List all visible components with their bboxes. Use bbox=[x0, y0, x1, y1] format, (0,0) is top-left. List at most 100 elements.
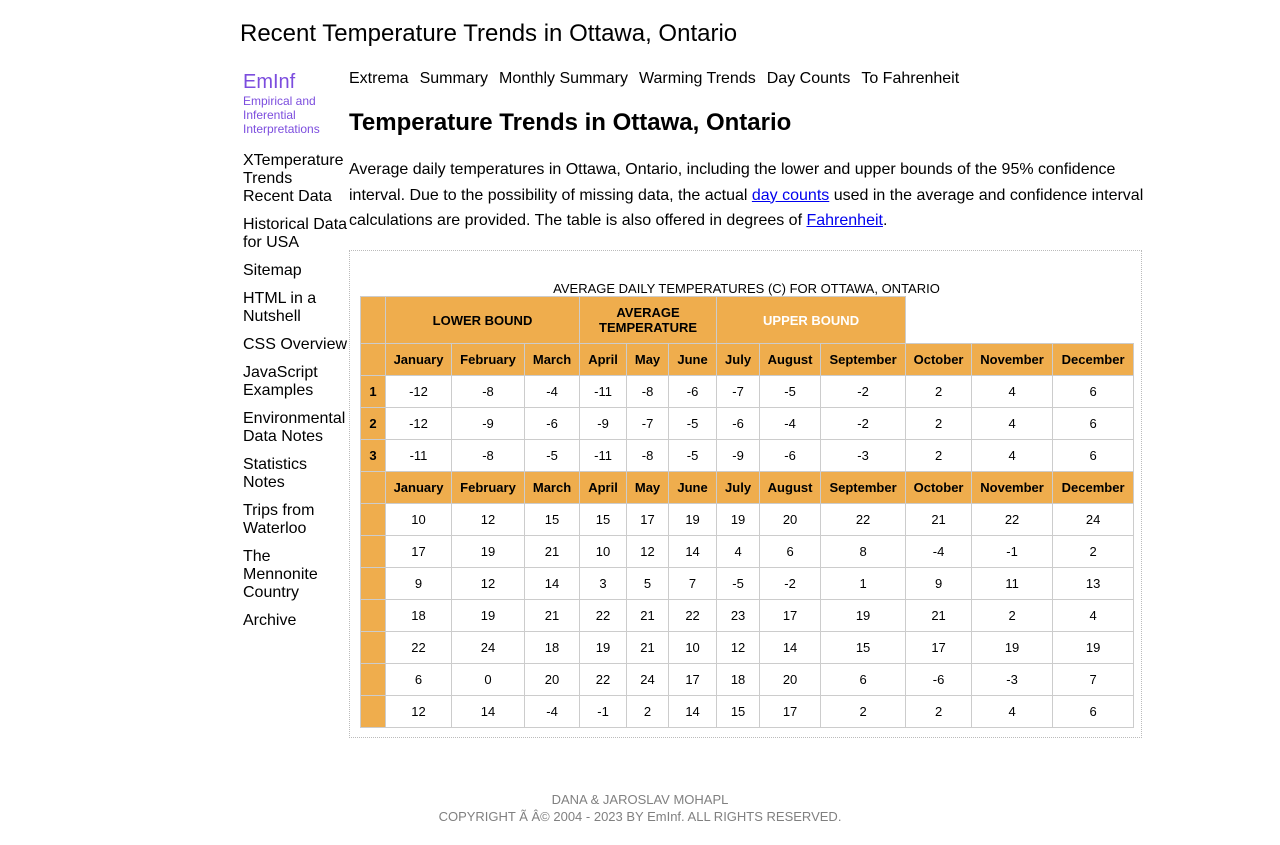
table-cell: 19 bbox=[1052, 631, 1135, 664]
table-cell: 2 bbox=[1052, 535, 1135, 568]
row-label bbox=[360, 535, 386, 568]
month-header-july: July bbox=[716, 343, 761, 376]
intro-paragraph: Average daily temperatures in Ottawa, On… bbox=[349, 157, 1149, 234]
page-heading: Temperature Trends in Ottawa, Ontario bbox=[349, 109, 792, 136]
sidebar-item-html-nutshell[interactable]: HTML in a Nutshell bbox=[243, 290, 317, 325]
table-cell: 19 bbox=[451, 535, 525, 568]
table-cell: 17 bbox=[385, 535, 452, 568]
month-header-august: August bbox=[759, 343, 822, 376]
sidebar-item-environmental-notes[interactable]: Environmental Data Notes bbox=[243, 410, 346, 445]
table-cell: -6 bbox=[759, 439, 822, 472]
table-cell: 2 bbox=[971, 599, 1054, 632]
table-cell: 14 bbox=[523, 567, 581, 600]
table-cell: -6 bbox=[523, 407, 581, 440]
table-cell: -5 bbox=[523, 439, 581, 472]
table-cell: 6 bbox=[1052, 695, 1135, 728]
month-header-december: December bbox=[1052, 343, 1135, 376]
table-cell: -4 bbox=[905, 535, 973, 568]
month-header-row: January February March April May June July Augu… bbox=[360, 471, 1135, 504]
table-cell: 2 bbox=[905, 375, 973, 408]
topnav-warming-trends[interactable]: Warming Trends bbox=[638, 70, 756, 87]
footer-authors: DANA & JAROSLAV MOHAPL bbox=[551, 792, 729, 807]
table-cell: 13 bbox=[1052, 567, 1135, 600]
sidebar-item-statistics-notes[interactable]: Statistics Notes bbox=[243, 456, 308, 491]
table-row: 2 -12 -9 -6 -9 -7 -5 -6 -4 -2 2 4 6 bbox=[360, 407, 1135, 440]
sidebar-item-trips-waterloo[interactable]: Trips from Waterloo bbox=[243, 502, 315, 537]
month-header-january: January bbox=[385, 343, 452, 376]
table-cell: 19 bbox=[971, 631, 1054, 664]
month-header-november: November bbox=[971, 471, 1054, 504]
table-cell: -5 bbox=[716, 567, 761, 600]
brand-logo-link[interactable]: EmInf bbox=[243, 71, 296, 93]
row-label: 2 bbox=[360, 407, 386, 440]
table-cell: 2 bbox=[905, 407, 973, 440]
month-header-may: May bbox=[626, 471, 670, 504]
table-cell: -1 bbox=[579, 695, 628, 728]
table-cell: 17 bbox=[759, 695, 822, 728]
band-empty bbox=[905, 296, 1134, 344]
sidebar-item-recent-data[interactable]: Recent Data bbox=[243, 188, 332, 205]
table-cell: 19 bbox=[716, 503, 761, 536]
table-cell: 21 bbox=[626, 631, 670, 664]
sidebar-item-mennonite-country[interactable]: The Mennonite Country bbox=[243, 548, 318, 601]
table-cell: -4 bbox=[523, 375, 581, 408]
topnav-summary[interactable]: Summary bbox=[419, 70, 489, 87]
table-cell: -9 bbox=[451, 407, 525, 440]
month-header-february: February bbox=[451, 471, 525, 504]
table-cell: 17 bbox=[759, 599, 822, 632]
table-cell: 22 bbox=[971, 503, 1054, 536]
table-cell: 2 bbox=[626, 695, 670, 728]
band-average-temperature: AVERAGE TEMPERATURE bbox=[579, 296, 718, 344]
table-row: 12 14 -4 -1 2 14 15 17 2 2 4 6 bbox=[360, 695, 1135, 728]
topnav-extrema[interactable]: Extrema bbox=[349, 70, 409, 87]
sidebar-item-historical-data[interactable]: Historical Data for USA bbox=[243, 216, 348, 251]
table-cell: 19 bbox=[668, 503, 718, 536]
sidebar-item-javascript-examples[interactable]: JavaScript Examples bbox=[243, 364, 318, 399]
day-counts-link[interactable]: day counts bbox=[751, 186, 830, 204]
table-row: 9 12 14 3 5 7 -5 -2 1 9 11 13 bbox=[360, 567, 1135, 600]
table-cell: 22 bbox=[668, 599, 718, 632]
row-label: 3 bbox=[360, 439, 386, 472]
table-cell: -8 bbox=[451, 439, 525, 472]
table-cell: -1 bbox=[971, 535, 1054, 568]
table-cell: -9 bbox=[716, 439, 761, 472]
sidebar-item-css-overview[interactable]: CSS Overview bbox=[243, 336, 348, 353]
table-cell: -4 bbox=[523, 695, 581, 728]
table-cell: 12 bbox=[451, 503, 525, 536]
topnav-monthly-summary[interactable]: Monthly Summary bbox=[499, 70, 628, 87]
table-cell: 24 bbox=[626, 663, 670, 696]
month-header-april: April bbox=[579, 471, 628, 504]
month-header-april: April bbox=[579, 343, 628, 376]
table-cell: 14 bbox=[451, 695, 525, 728]
table-cell: -3 bbox=[971, 663, 1054, 696]
table-body-b: January February March April May June July Augu… bbox=[360, 471, 1135, 728]
table-cell: -12 bbox=[385, 407, 452, 440]
table-row: 17 19 21 10 12 14 4 6 8 -4 -1 2 bbox=[360, 535, 1135, 568]
sidebar-item-archive[interactable]: Archive bbox=[243, 612, 297, 629]
table-cell: 18 bbox=[385, 599, 452, 632]
topnav-day-counts[interactable]: Day Counts bbox=[766, 70, 851, 87]
month-header-september: September bbox=[820, 471, 907, 504]
table-cell: 10 bbox=[579, 535, 628, 568]
brand-tagline: Empirical and Inferential Interpretation… bbox=[243, 94, 320, 136]
table-row: 3 -11 -8 -5 -11 -8 -5 -9 -6 -3 2 4 6 bbox=[360, 439, 1135, 472]
table-cell: 21 bbox=[523, 535, 581, 568]
month-header-october: October bbox=[905, 343, 973, 376]
table-cell: 4 bbox=[971, 439, 1054, 472]
table-cell: -2 bbox=[759, 567, 822, 600]
table-cell: 22 bbox=[579, 663, 628, 696]
month-header-june: June bbox=[668, 471, 718, 504]
fahrenheit-link[interactable]: Fahrenheit bbox=[806, 212, 883, 229]
sidebar-item-sitemap[interactable]: Sitemap bbox=[243, 262, 302, 279]
table-cell: 6 bbox=[820, 663, 907, 696]
table-cell: -2 bbox=[820, 375, 907, 408]
topnav-to-fahrenheit[interactable]: To Fahrenheit bbox=[861, 70, 960, 87]
table-cell: 2 bbox=[820, 695, 907, 728]
band-corner bbox=[360, 296, 386, 344]
table-cell: 22 bbox=[385, 631, 452, 664]
sidebar-item-temperature-trends[interactable]: XTemperature Trends bbox=[243, 152, 344, 187]
table-cell: -7 bbox=[716, 375, 761, 408]
table-cell: 21 bbox=[523, 599, 581, 632]
table-cell: -6 bbox=[716, 407, 761, 440]
row-label bbox=[360, 503, 386, 536]
